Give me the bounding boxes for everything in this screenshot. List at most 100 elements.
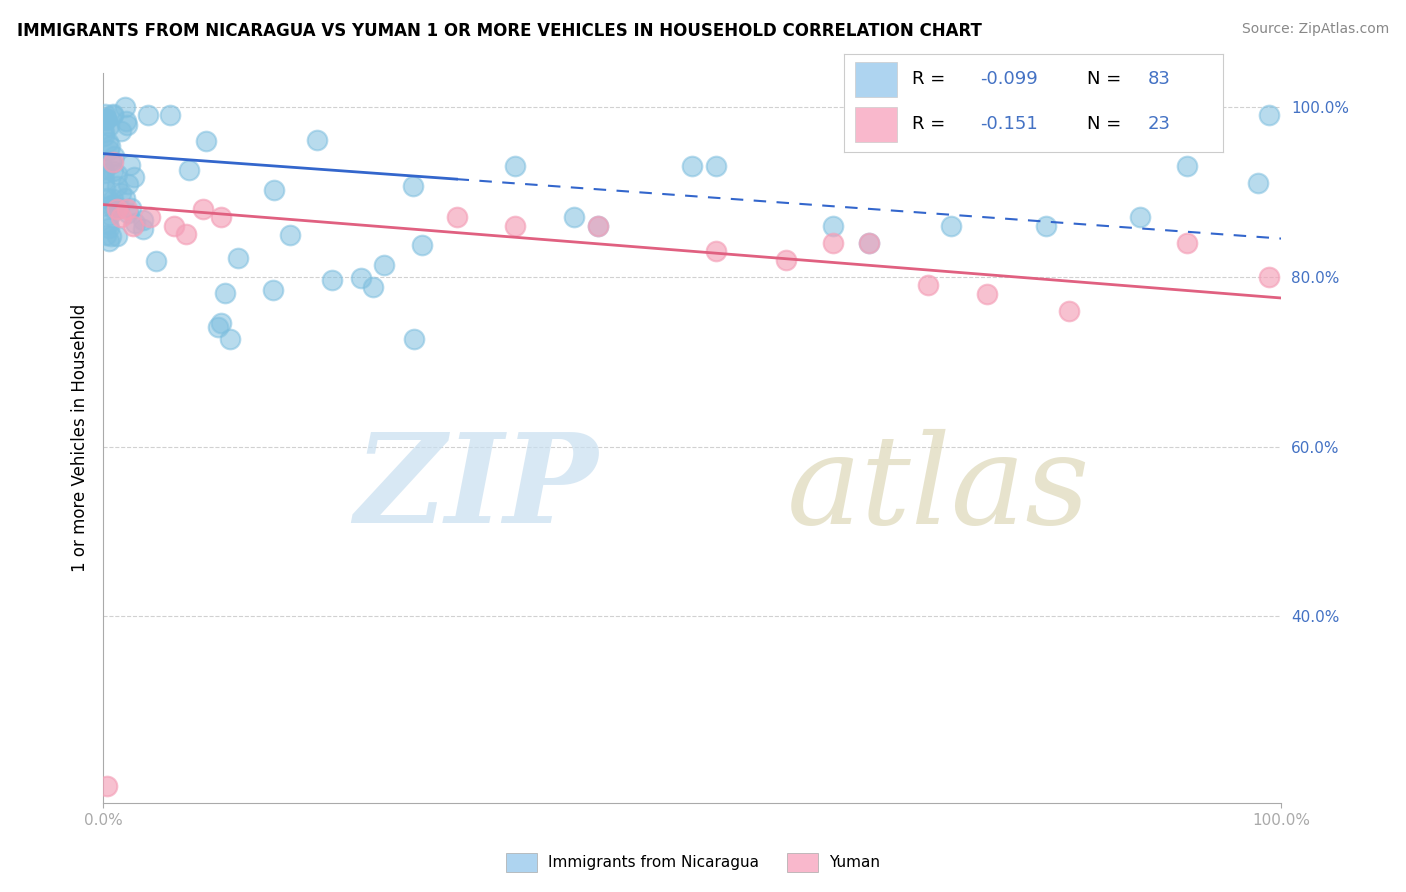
Point (858, 235, 880, 250)
Point (505, 160, 527, 174)
Point (110, 211, 132, 225)
Point (94, 112, 117, 127)
Point (174, 227, 197, 242)
Point (97, 234, 120, 248)
Point (105, 202, 128, 216)
Point (704, 160, 727, 174)
Point (101, 164, 124, 178)
Point (775, 252, 797, 267)
Point (823, 235, 845, 250)
Point (361, 279, 384, 293)
Point (101, 155, 124, 169)
Point (446, 211, 468, 225)
Point (120, 201, 142, 215)
Point (681, 160, 703, 174)
Bar (855, 108, 897, 142)
Point (117, 177, 139, 191)
Point (121, 219, 143, 233)
Point (117, 206, 139, 220)
Point (278, 227, 301, 242)
Point (139, 211, 162, 225)
Point (917, 278, 939, 293)
Point (214, 285, 236, 300)
Text: -0.099: -0.099 (980, 70, 1038, 88)
Point (110, 123, 132, 137)
Point (263, 183, 285, 197)
Point (98, 154, 121, 169)
Point (1129, 211, 1152, 225)
Point (120, 158, 142, 172)
Point (93, 166, 115, 180)
Point (704, 244, 727, 259)
Point (122, 170, 145, 185)
Point (193, 202, 215, 216)
Point (1258, 108, 1281, 122)
Point (93, 125, 115, 139)
Point (321, 272, 343, 286)
Point (226, 251, 249, 265)
Point (976, 286, 998, 301)
Point (105, 178, 128, 193)
Point (97, 218, 120, 232)
Point (93, 174, 115, 188)
Point (262, 283, 284, 297)
Text: atlas: atlas (786, 428, 1090, 550)
Point (219, 332, 242, 346)
Text: ZIP: ZIP (354, 428, 598, 550)
Point (1175, 160, 1198, 174)
Point (586, 219, 609, 233)
Point (163, 219, 186, 233)
Point (103, 149, 125, 163)
Point (94, 112, 117, 126)
Point (941, 219, 963, 233)
Point (159, 108, 181, 122)
Point (195, 135, 218, 149)
Text: IMMIGRANTS FROM NICARAGUA VS YUMAN 1 OR MORE VEHICLES IN HOUSEHOLD CORRELATION C: IMMIGRANTS FROM NICARAGUA VS YUMAN 1 OR … (17, 22, 981, 40)
Point (101, 155, 124, 169)
Text: R =: R = (912, 70, 950, 88)
Point (132, 222, 155, 236)
Point (96, 779, 118, 793)
Point (97, 135, 120, 149)
Y-axis label: 1 or more Vehicles in Household: 1 or more Vehicles in Household (72, 304, 89, 573)
Point (1175, 235, 1198, 250)
Point (94, 181, 117, 195)
Point (307, 133, 329, 147)
Point (94, 112, 117, 127)
Point (1258, 269, 1281, 284)
Point (179, 163, 201, 178)
Point (98, 120, 121, 134)
Point (1246, 177, 1268, 191)
Point (103, 107, 125, 121)
Point (209, 211, 232, 225)
Point (110, 186, 132, 200)
Point (209, 316, 232, 330)
Point (100, 228, 122, 243)
Point (100, 198, 122, 212)
Point (93, 128, 115, 143)
Point (207, 320, 229, 334)
Point (101, 108, 124, 122)
Point (1035, 219, 1057, 233)
Point (105, 167, 128, 181)
Point (98, 139, 121, 153)
Text: 83: 83 (1147, 70, 1170, 88)
Point (101, 193, 124, 207)
Point (98, 220, 121, 235)
Point (117, 118, 139, 132)
Point (373, 259, 395, 273)
Point (108, 201, 131, 215)
Point (145, 254, 167, 268)
Point (93, 162, 115, 177)
Bar (855, 62, 897, 96)
Point (586, 219, 609, 233)
Text: -0.151: -0.151 (980, 115, 1038, 133)
Point (505, 219, 527, 233)
Point (401, 178, 423, 193)
Point (103, 197, 125, 211)
Point (96, 227, 118, 242)
Text: N =: N = (1087, 115, 1126, 133)
Text: Yuman: Yuman (830, 855, 880, 870)
Point (404, 332, 426, 346)
Point (115, 202, 138, 216)
